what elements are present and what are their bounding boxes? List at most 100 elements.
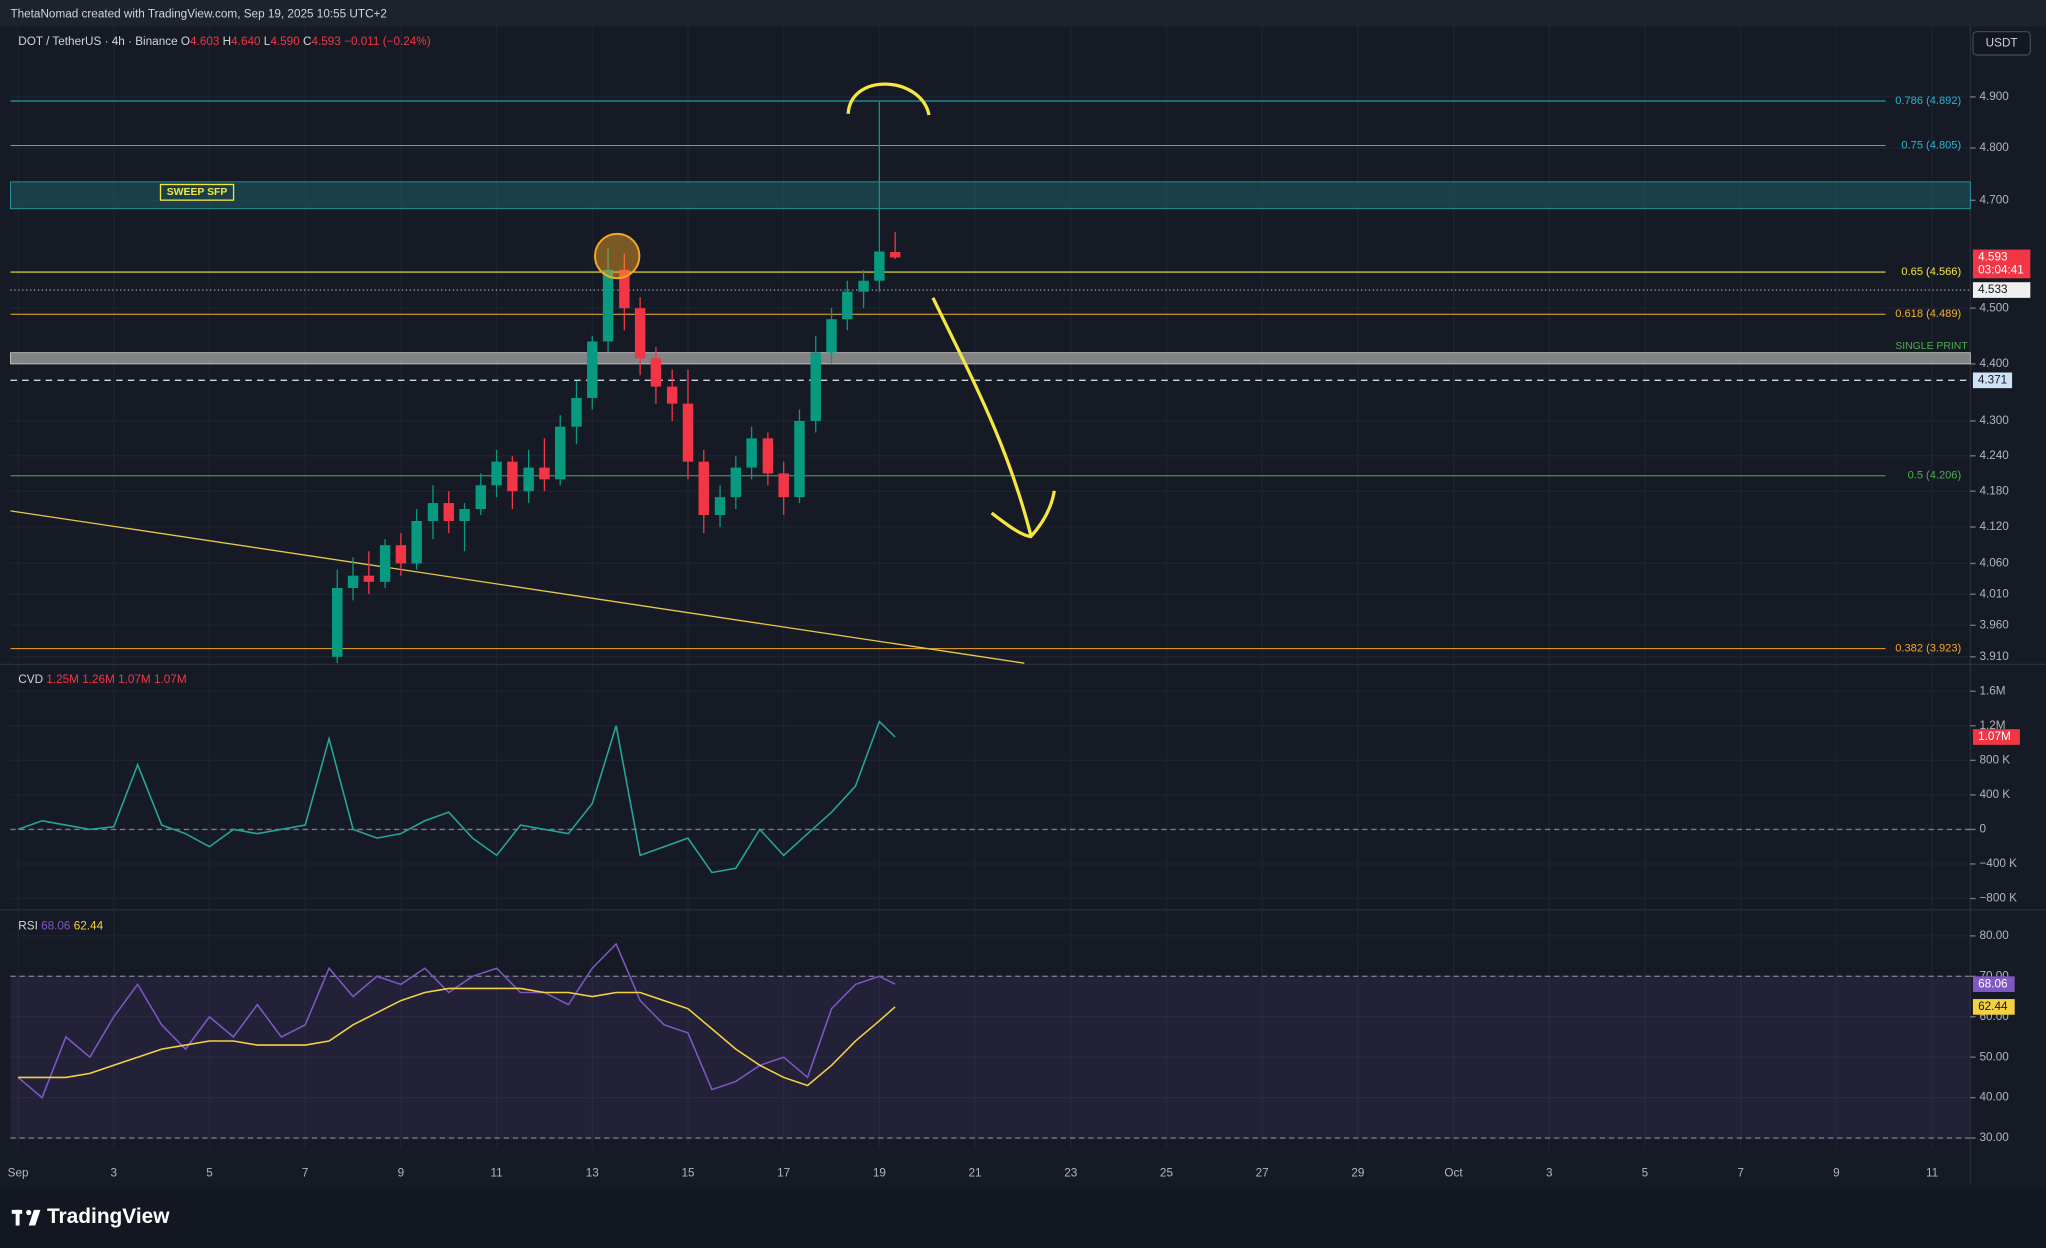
price-badge xyxy=(1972,249,2031,279)
candle-body xyxy=(587,341,598,398)
series-line xyxy=(17,720,896,874)
y-tick-label: −400 K xyxy=(1979,857,2017,870)
candle-body xyxy=(682,403,694,462)
candle-body xyxy=(794,420,805,498)
candle-body xyxy=(347,575,359,588)
x-tick-label: 17 xyxy=(777,1166,790,1179)
candle-body xyxy=(395,545,407,564)
fib-label: 0.5 (4.206) xyxy=(1908,470,1962,482)
y-tick-label: 400 K xyxy=(1979,788,2010,801)
currency-button[interactable] xyxy=(1972,30,2031,56)
indicator-value: 1.25M xyxy=(46,673,79,686)
y-tick-label: 4.500 xyxy=(1979,301,2009,314)
candle-body xyxy=(491,461,502,486)
y-tick-label: 4.900 xyxy=(1979,90,2009,103)
candle-body xyxy=(571,397,582,427)
y-tick-label: 3.960 xyxy=(1979,618,2009,631)
x-tick-label: 5 xyxy=(1642,1166,1649,1179)
y-tick-label: 4.010 xyxy=(1979,587,2009,600)
annotation-arrow xyxy=(931,297,1033,536)
ohlc-value: 4.640 xyxy=(231,35,261,48)
x-tick-label: 13 xyxy=(586,1166,600,1179)
indicator-value: 68.06 xyxy=(41,920,71,933)
candle-body xyxy=(842,291,853,320)
x-tick-label: 9 xyxy=(1833,1166,1840,1179)
rsi-badge xyxy=(1972,976,2015,993)
x-tick-label: Oct xyxy=(1444,1166,1463,1179)
ohlc-key: L xyxy=(264,35,271,48)
fib-label: 0.786 (4.892) xyxy=(1895,95,1961,107)
cvd-badge xyxy=(1972,729,2020,745)
indicator-value: 1.07M xyxy=(154,673,187,686)
x-tick-label: 19 xyxy=(873,1166,886,1179)
x-tick-label: 25 xyxy=(1160,1166,1174,1179)
x-tick-label: 3 xyxy=(1546,1166,1553,1179)
cvd-legend: CVD 1.25M 1.26M 1.07M 1.07M xyxy=(18,673,186,686)
zone-label-box xyxy=(159,183,235,201)
rsi-badge-label: 62.44 xyxy=(1978,1000,2008,1013)
zone xyxy=(10,181,1971,210)
y-tick-label: 4.120 xyxy=(1979,520,2009,533)
indicator-title: RSI xyxy=(18,920,38,933)
zone-label: SINGLE PRINT xyxy=(1895,341,1968,352)
candle-body xyxy=(332,587,343,657)
header: ThetaNomad created with TradingView.com,… xyxy=(10,8,386,21)
x-tick-label: 11 xyxy=(490,1166,502,1179)
candle-body xyxy=(602,269,614,342)
candle-body xyxy=(523,467,534,492)
price-badge-label: 4.533 xyxy=(1978,283,2008,296)
fib-label: 0.75 (4.805) xyxy=(1901,139,1961,151)
zone xyxy=(10,352,1971,365)
candle-body xyxy=(379,545,391,582)
candle-body xyxy=(666,386,678,404)
annotation-arc xyxy=(846,82,931,116)
y-tick-label: 1.6M xyxy=(1979,684,2005,697)
x-tick-label: 9 xyxy=(398,1166,405,1179)
y-tick-label: 4.180 xyxy=(1979,484,2009,497)
series-line xyxy=(18,987,896,1087)
indicator-value: 62.44 xyxy=(74,920,104,933)
top-bar xyxy=(0,0,2046,27)
candle-body xyxy=(810,352,821,421)
rsi-band xyxy=(10,976,1971,1139)
candle-body xyxy=(746,438,757,468)
series-line xyxy=(17,942,896,1099)
x-tick-label: 21 xyxy=(969,1166,982,1179)
change: −0.011 (−0.24%) xyxy=(344,35,431,48)
ohlc-value: 4.603 xyxy=(190,35,220,48)
trendline xyxy=(10,510,1025,664)
candle-body xyxy=(762,438,774,474)
zone-label: SWEEP SFP xyxy=(167,187,228,198)
x-tick-label: 11 xyxy=(1926,1166,1938,1179)
y-tick-label: 30.00 xyxy=(1979,1131,2009,1144)
logo-mark xyxy=(15,1209,20,1226)
y-tick-label: −800 K xyxy=(1979,892,2017,905)
candle-body xyxy=(858,280,869,292)
x-tick-label: 23 xyxy=(1064,1166,1078,1179)
x-tick-label: 29 xyxy=(1351,1166,1364,1179)
logo-mark xyxy=(28,1209,41,1226)
y-tick-label: 40.00 xyxy=(1979,1091,2009,1104)
candle-body xyxy=(619,269,630,309)
candle-body xyxy=(411,521,422,564)
price-badge-label: 4.593 xyxy=(1978,251,2008,264)
candle-body xyxy=(363,575,375,582)
y-tick-label: 4.300 xyxy=(1979,414,2009,427)
symbol-title: DOT / TetherUS · 4h · Binance xyxy=(18,35,177,48)
y-tick-label: 3.910 xyxy=(1979,650,2009,663)
candle-body xyxy=(507,461,518,492)
x-tick-label: 7 xyxy=(302,1166,309,1179)
logo-mark xyxy=(26,1209,32,1216)
y-tick-label: 4.800 xyxy=(1979,141,2009,154)
candle-body xyxy=(714,497,726,516)
grid xyxy=(10,26,1971,1149)
ohlc-value: 4.593 xyxy=(311,35,341,48)
x-tick-label: 5 xyxy=(206,1166,213,1179)
price-legend: DOT / TetherUS · 4h · Binance O4.603 H4.… xyxy=(18,35,430,48)
currency[interactable]: USDT xyxy=(1986,36,2018,49)
footer-bar xyxy=(0,1187,2046,1248)
candle-body xyxy=(475,485,487,510)
countdown: 03:04:41 xyxy=(1978,264,2024,277)
indicator-value: 1.07M xyxy=(118,673,151,686)
